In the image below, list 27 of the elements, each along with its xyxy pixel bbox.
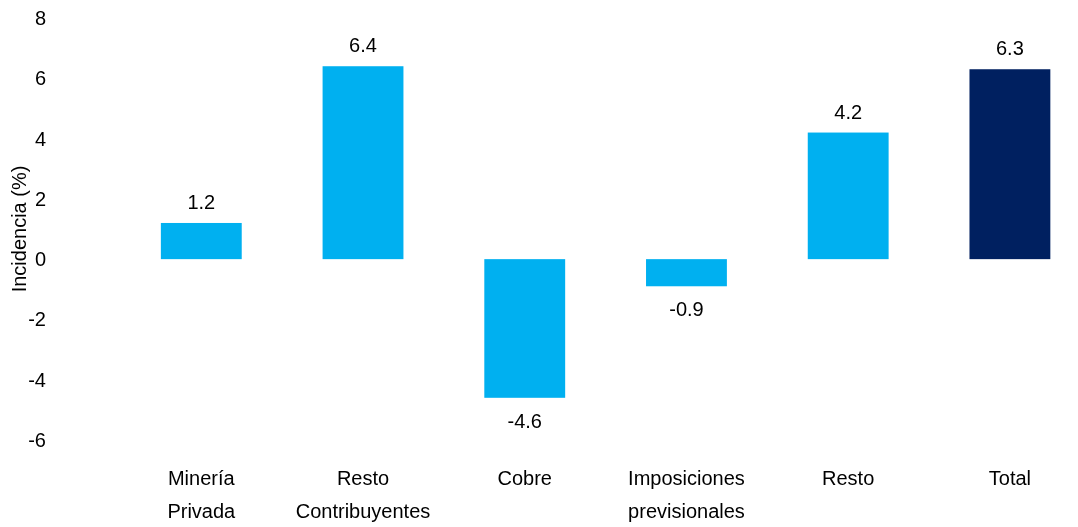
data-label: 6.4 bbox=[349, 34, 377, 57]
bar bbox=[160, 222, 242, 260]
y-tick-label: -6 bbox=[28, 429, 46, 451]
x-tick-label: Cobre bbox=[497, 467, 552, 489]
x-tick-label: Total bbox=[988, 467, 1032, 489]
y-tick-label: 8 bbox=[34, 7, 46, 29]
x-tick-label: Imposiciones previsionales bbox=[628, 467, 745, 522]
y-axis-title: Incidencia (%) bbox=[8, 165, 30, 293]
bar bbox=[322, 66, 404, 260]
data-label: -4.6 bbox=[507, 409, 542, 432]
x-tick-label: Resto bbox=[822, 467, 875, 489]
y-tick-label: 4 bbox=[34, 127, 46, 150]
bar bbox=[646, 259, 727, 287]
bar bbox=[484, 259, 566, 398]
x-tick-label: Resto Contribuyentes bbox=[295, 467, 431, 522]
data-label: 1.2 bbox=[187, 190, 216, 213]
y-tick-label: 6 bbox=[34, 67, 46, 90]
data-label: -0.9 bbox=[669, 298, 704, 321]
x-tick-label: Minería Privada bbox=[167, 467, 237, 522]
data-label: 6.3 bbox=[996, 37, 1024, 60]
data-label: 4.2 bbox=[834, 100, 863, 123]
y-tick-label: 0 bbox=[34, 248, 46, 271]
bar bbox=[969, 69, 1051, 260]
y-tick-label: -4 bbox=[28, 368, 46, 391]
bar bbox=[807, 132, 889, 260]
y-tick-label: 2 bbox=[34, 187, 46, 210]
y-tick-label: -2 bbox=[28, 308, 46, 331]
